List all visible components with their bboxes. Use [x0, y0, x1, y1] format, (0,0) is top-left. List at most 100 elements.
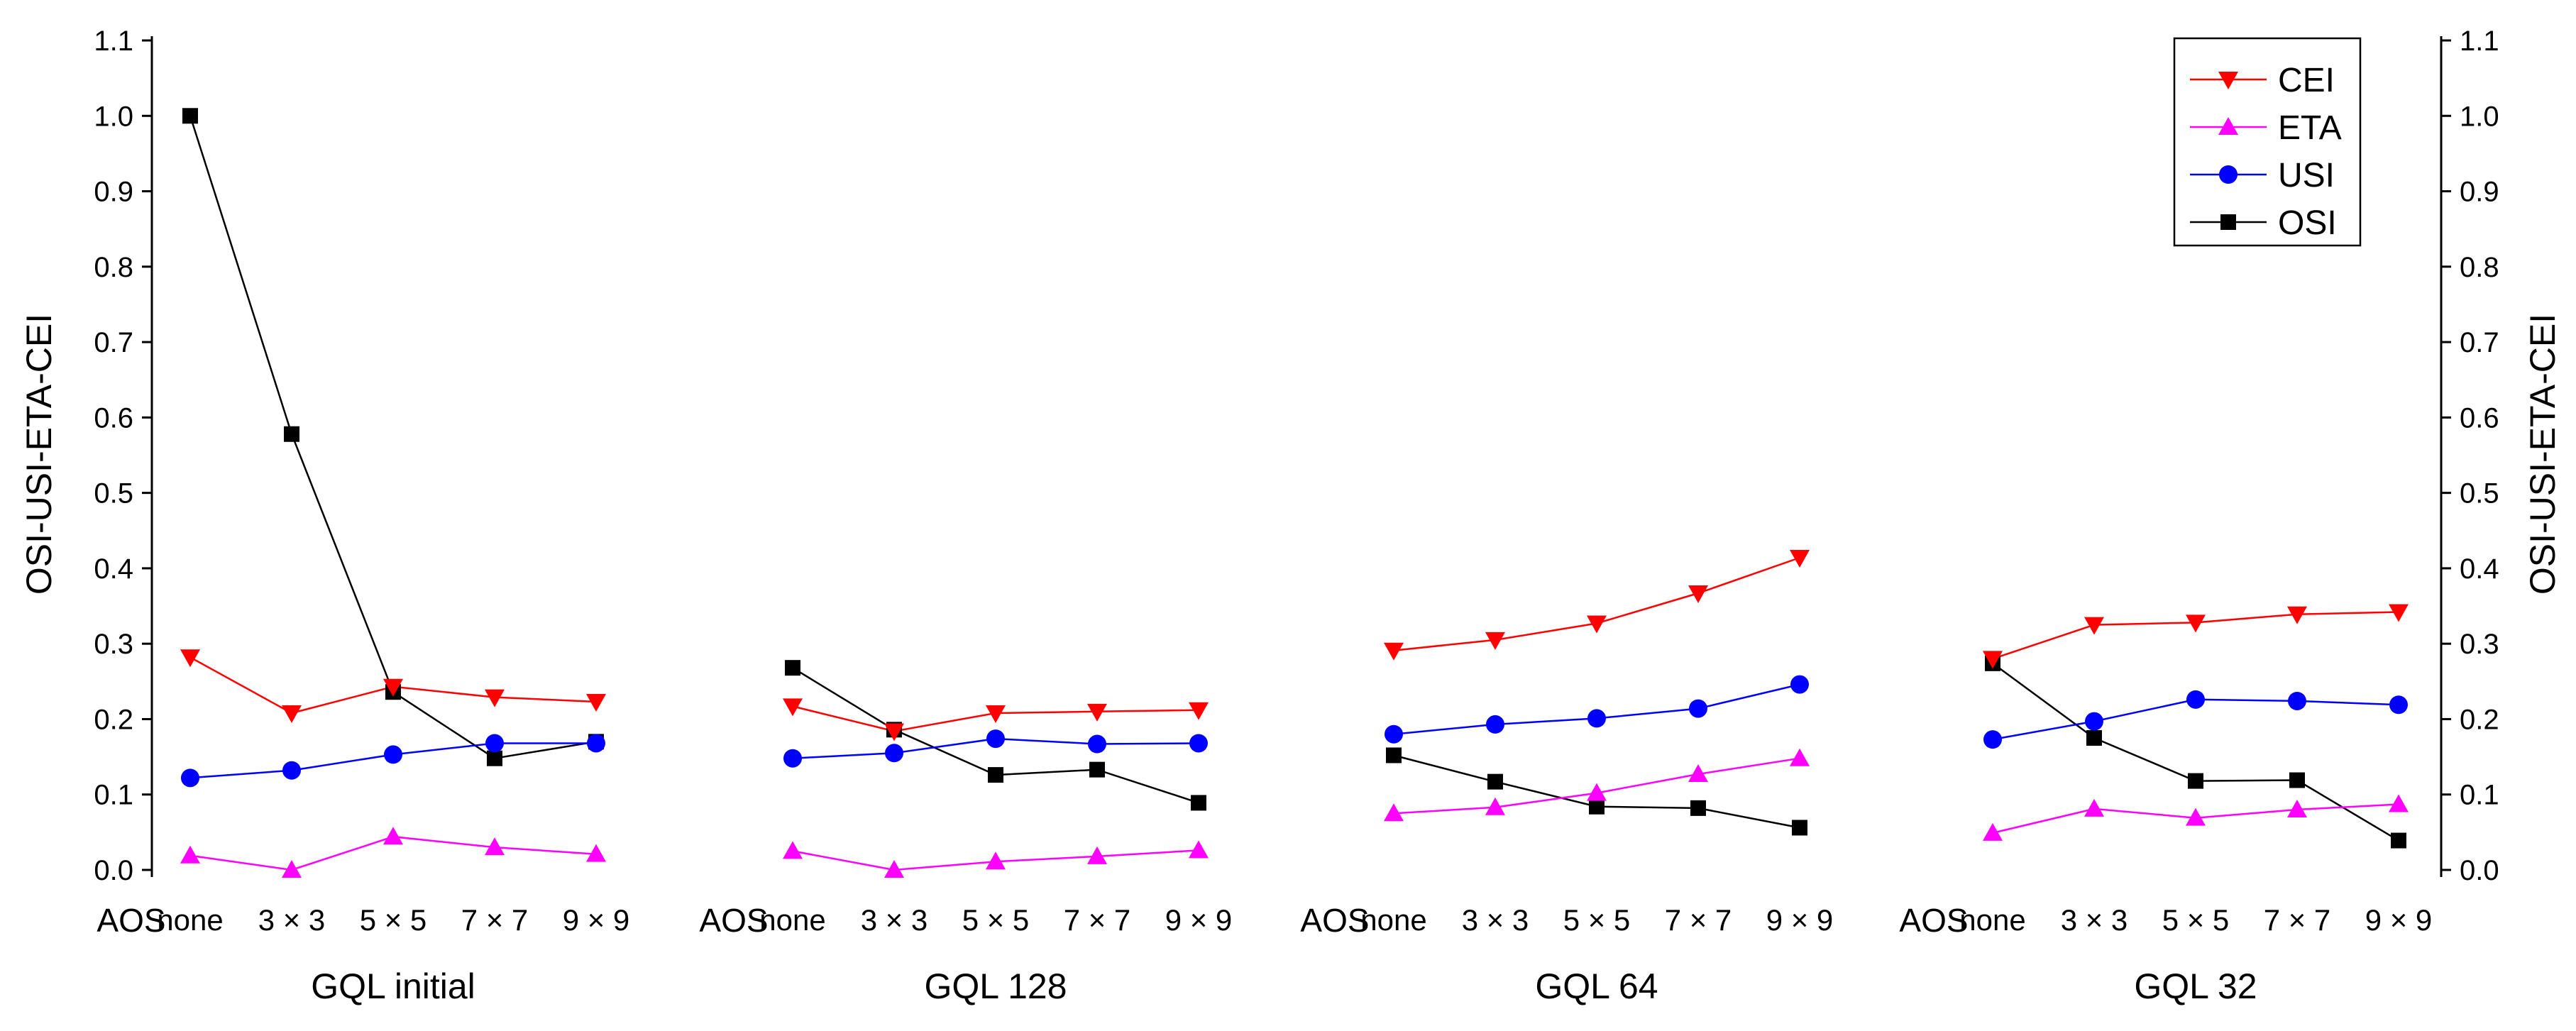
data-point-cei: [1189, 702, 1209, 720]
x-tick-label: 5 × 5: [962, 903, 1030, 937]
y-tick-label-right: 0.4: [2460, 553, 2499, 585]
data-point-osi: [1487, 773, 1503, 790]
x-axis-label-aos: AOS: [699, 902, 768, 939]
data-point-usi: [885, 744, 903, 763]
y-tick-label-left: 0.7: [94, 327, 133, 358]
data-point-cei: [783, 698, 803, 717]
data-point-osi: [284, 426, 299, 442]
data-point-usi: [1385, 724, 1403, 744]
data-point-osi: [1690, 800, 1706, 816]
x-axis-label-aos: AOS: [1899, 902, 1968, 939]
data-point-osi: [988, 767, 1003, 783]
data-point-usi: [282, 761, 301, 780]
y-tick-label-left: 0.8: [94, 252, 133, 283]
data-point-cei: [1384, 642, 1404, 661]
x-tick-label: 5 × 5: [1563, 903, 1631, 937]
data-point-usi: [384, 745, 402, 764]
legend-box: [2173, 37, 2362, 247]
legend-marker-cei: [2218, 72, 2238, 89]
x-tick-label: 7 × 7: [1665, 903, 1732, 937]
data-point-cei: [586, 694, 606, 712]
data-point-osi: [2086, 730, 2102, 746]
data-point-eta: [485, 837, 505, 856]
data-point-eta: [1485, 797, 1505, 815]
data-point-cei: [986, 705, 1006, 723]
data-point-eta: [2084, 798, 2104, 817]
y-tick-label-left: 0.1: [94, 780, 133, 811]
data-point-cei: [180, 649, 200, 668]
y-tick-label-right: 0.7: [2460, 327, 2499, 358]
data-point-usi: [1189, 734, 1208, 753]
y-tick-label-left: 0.6: [94, 402, 133, 434]
y-tick-label-left: 0.9: [94, 177, 133, 208]
y-tick-label-right: 0.9: [2460, 177, 2499, 208]
group-title: GQL 32: [2134, 966, 2257, 1006]
data-point-cei: [2186, 614, 2206, 633]
group-title: GQL 128: [924, 966, 1067, 1006]
data-point-osi: [1792, 820, 1807, 836]
x-tick-label: none: [759, 903, 825, 937]
y-tick-label-left: 1.1: [94, 26, 133, 57]
axes-layer: 0.0 0.0 0.1 0.1 0.2 0.2 0.3 0.3 0.4 0.4 0.5 0.5 0.6 0…: [19, 26, 2563, 1006]
group-title: GQL initial: [311, 966, 475, 1006]
data-point-eta: [180, 845, 200, 864]
data-point-cei: [282, 705, 302, 723]
data-point-cei: [884, 723, 904, 741]
y-tick-label-right: 1.0: [2460, 101, 2499, 132]
data-point-osi: [2391, 832, 2406, 849]
data-point-cei: [1688, 585, 1708, 603]
legend-label-usi: USI: [2278, 157, 2335, 194]
data-point-cei: [485, 689, 505, 707]
data-point-usi: [1486, 715, 1504, 734]
data-point-eta: [282, 860, 302, 878]
data-point-eta: [1587, 783, 1607, 801]
data-point-cei: [2389, 604, 2409, 622]
data-point-eta: [383, 827, 403, 845]
data-point-usi: [986, 729, 1005, 749]
y-axis-label-left: OSI-USI-ETA-CEI: [19, 314, 59, 595]
data-point-cei: [1983, 651, 2003, 669]
y-tick-label-right: 0.0: [2460, 855, 2499, 886]
data-point-cei: [2287, 606, 2307, 624]
data-point-eta: [1384, 803, 1404, 822]
x-tick-label: 7 × 7: [461, 903, 529, 937]
data-point-cei: [1790, 550, 1810, 568]
legend-label-cei: CEI: [2278, 62, 2335, 99]
data-point-eta: [2389, 794, 2409, 812]
y-tick-label-right: 0.1: [2460, 780, 2499, 811]
data-point-usi: [2288, 691, 2306, 710]
x-tick-label: 3 × 3: [861, 903, 928, 937]
y-axis-label-right: OSI-USI-ETA-CEI: [2523, 314, 2563, 595]
data-point-eta: [884, 860, 904, 878]
data-point-osi: [1089, 761, 1105, 778]
x-tick-label: none: [1360, 903, 1426, 937]
data-point-usi: [2389, 695, 2408, 715]
x-tick-label: none: [157, 903, 223, 937]
data-point-usi: [181, 768, 199, 788]
data-point-osi: [1386, 747, 1402, 763]
data-point-eta: [2287, 799, 2307, 817]
data-point-cei: [1587, 615, 1607, 634]
y-tick-label-right: 1.1: [2460, 26, 2499, 57]
legend-label-eta: ETA: [2278, 109, 2342, 147]
x-tick-label: 3 × 3: [2061, 903, 2128, 937]
y-tick-label-right: 0.8: [2460, 252, 2499, 283]
x-axis-label-aos: AOS: [1300, 902, 1369, 939]
data-point-usi: [2186, 690, 2205, 709]
x-tick-label: 7 × 7: [2264, 903, 2331, 937]
x-tick-label: 9 × 9: [1165, 903, 1233, 937]
data-point-eta: [1983, 822, 2003, 841]
y-tick-label-right: 0.3: [2460, 629, 2499, 660]
y-tick-label-left: 0.0: [94, 855, 133, 886]
x-tick-label: 9 × 9: [2365, 903, 2433, 937]
data-point-eta: [1688, 764, 1708, 783]
data-point-eta: [1189, 840, 1209, 859]
x-tick-label: 7 × 7: [1064, 903, 1131, 937]
data-point-osi: [2188, 773, 2203, 789]
y-tick-label-right: 0.6: [2460, 402, 2499, 434]
data-point-usi: [485, 734, 504, 753]
group-title: GQL 64: [1535, 966, 1658, 1006]
data-point-usi: [1790, 675, 1809, 694]
y-tick-label-left: 0.4: [94, 553, 133, 585]
